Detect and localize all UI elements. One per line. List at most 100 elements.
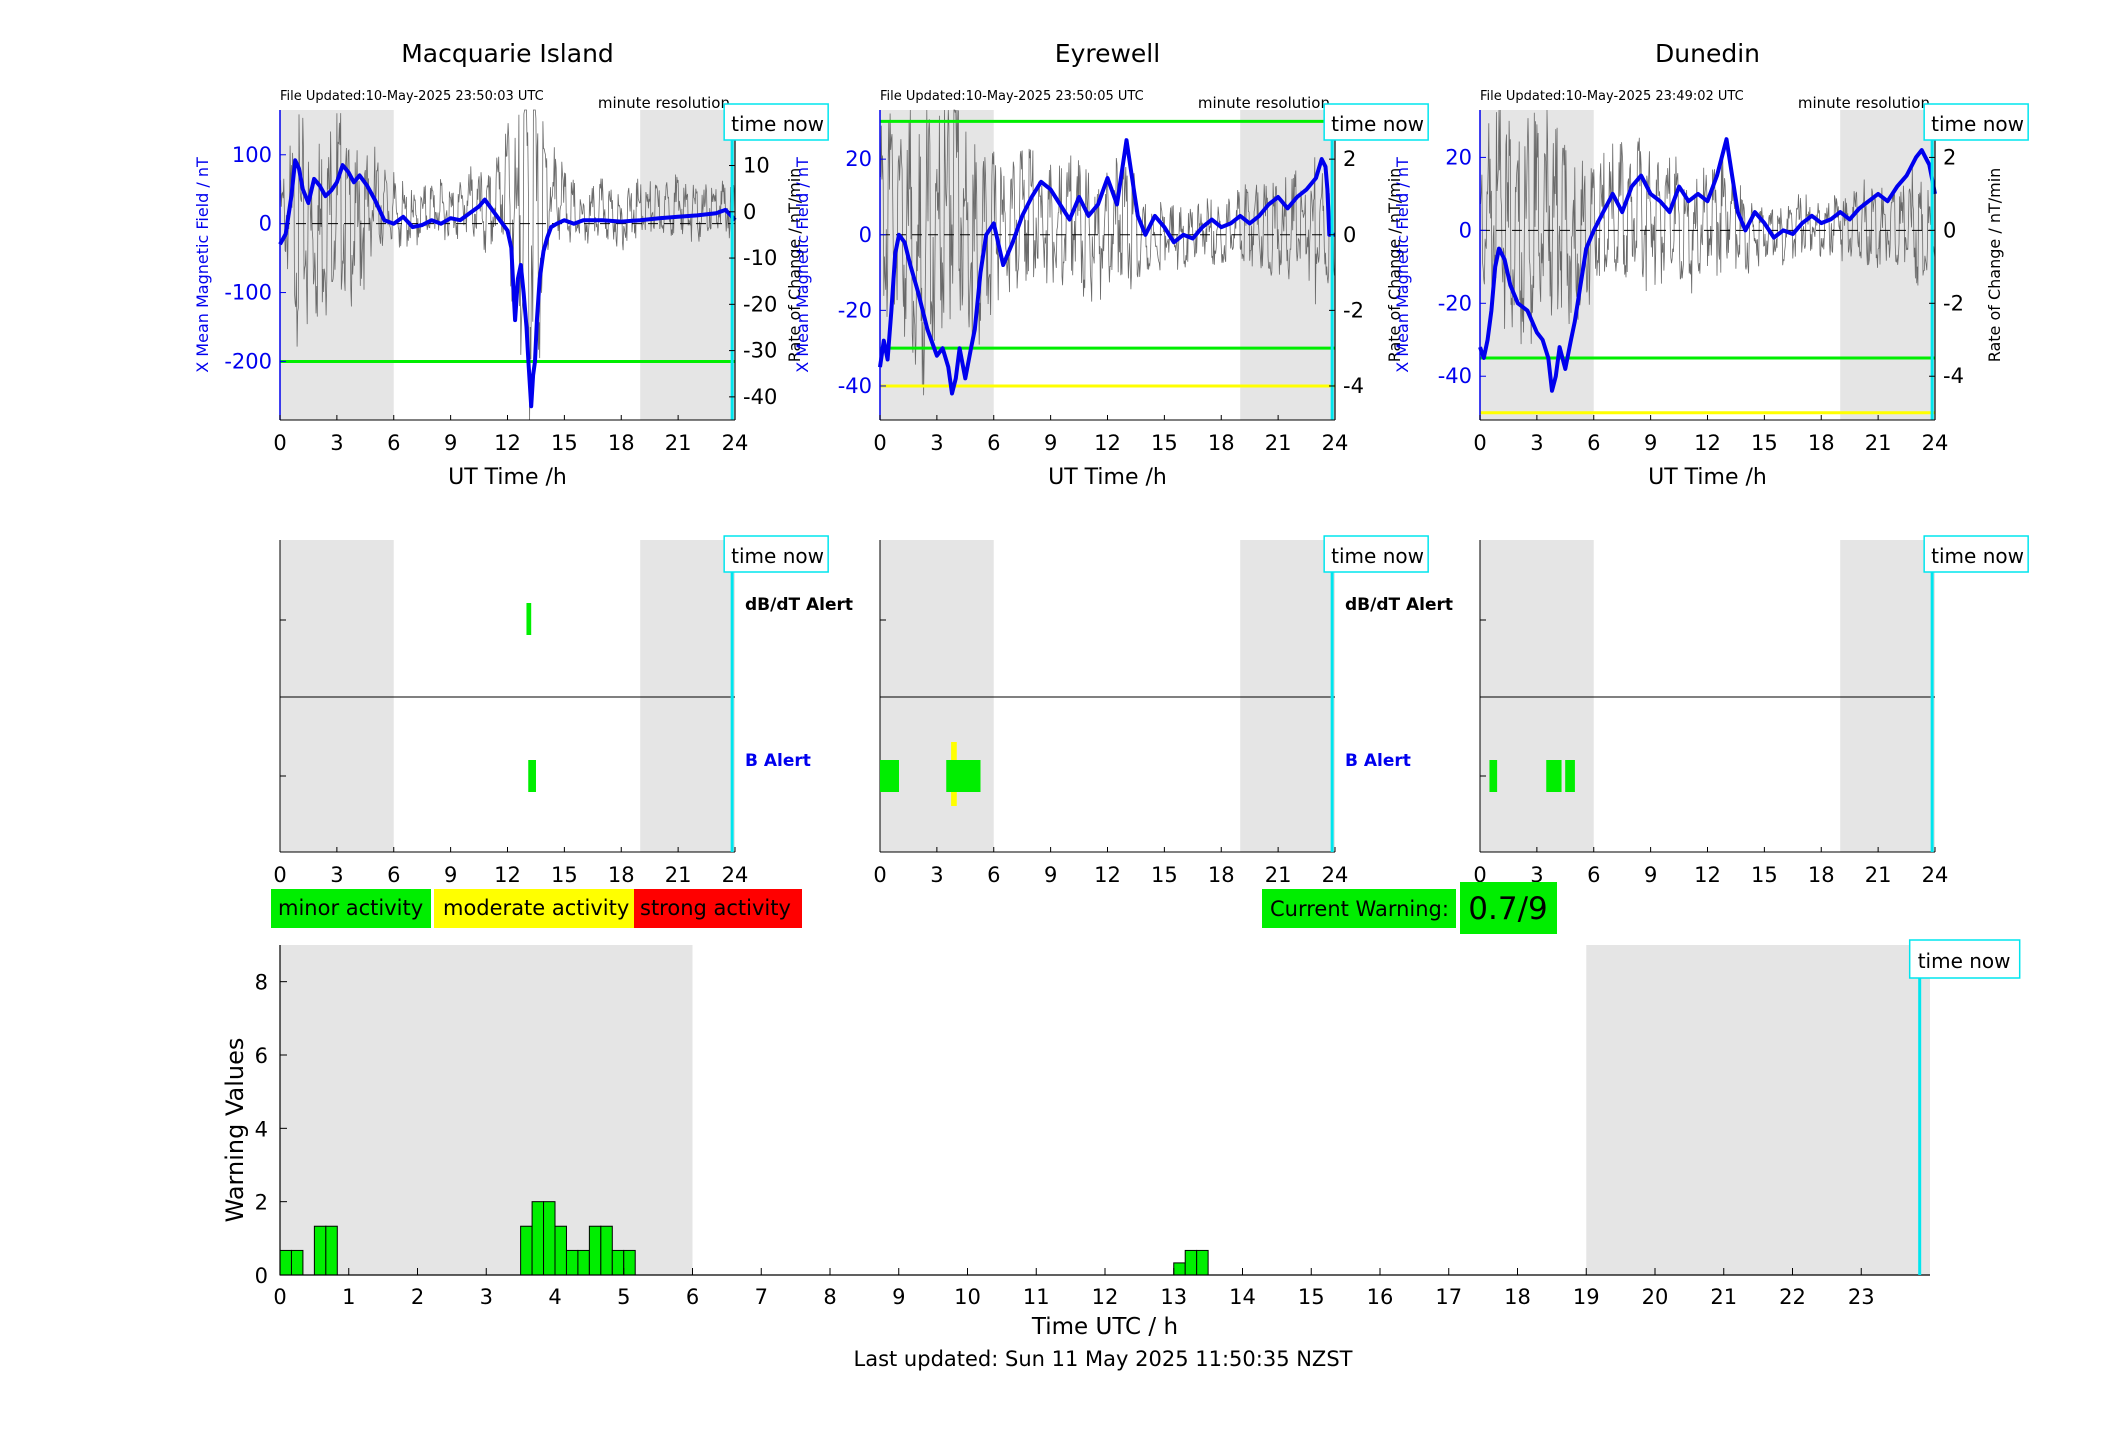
field-y-axis-label: X Mean Magnetic Field / nT	[1393, 157, 1412, 373]
last-updated: Last updated: Sun 11 May 2025 11:50:35 N…	[854, 1347, 1353, 1371]
time-now-label: time now	[1931, 544, 2024, 568]
current-warning-box	[1262, 889, 1456, 928]
station-title: Eyrewell	[1055, 39, 1160, 68]
warning-bar	[1173, 1262, 1186, 1276]
x-tick-label: 15	[551, 431, 578, 455]
warning-bar	[623, 1249, 636, 1276]
x-tick-label: 6	[387, 431, 400, 455]
current-warning-label: Current Warning:	[1270, 897, 1449, 921]
warning-y-tick-label: 6	[255, 1044, 268, 1068]
x-tick-label: 21	[1265, 431, 1292, 455]
warning-x-tick-label: 6	[686, 1285, 699, 1309]
warning-x-tick-label: 15	[1298, 1285, 1325, 1309]
rate-tick-label: 10	[743, 154, 770, 178]
warning-x-tick-label: 4	[548, 1285, 561, 1309]
dbdt-alert-label: dB/dT Alert	[1345, 595, 1453, 615]
x-tick-label: 9	[1044, 431, 1057, 455]
x-tick-label: 12	[1694, 431, 1721, 455]
x-tick-label: 24	[1922, 863, 1949, 887]
warning-x-tick-label: 1	[342, 1285, 355, 1309]
warning-x-tick-label: 18	[1504, 1285, 1531, 1309]
file-updated: File Updated:10-May-2025 23:49:02 UTC	[1480, 89, 1744, 104]
warning-bar	[290, 1249, 304, 1276]
rate-tick-label: -40	[743, 385, 777, 409]
night-shade	[1840, 110, 1935, 420]
warning-bar	[1184, 1249, 1198, 1276]
rate-tick-label: -30	[743, 339, 777, 363]
field-tick-label: -100	[224, 281, 272, 305]
field-tick-label: -40	[1438, 364, 1472, 388]
warning-bar	[577, 1249, 590, 1276]
rate-y-axis-label: Rate of Change / nT/min	[1985, 168, 2004, 363]
b-alert-bar	[528, 760, 536, 792]
x-tick-label: 3	[1530, 431, 1543, 455]
x-tick-label: 0	[273, 431, 286, 455]
x-tick-label: 15	[1751, 863, 1778, 887]
warning-bar	[611, 1249, 625, 1276]
x-tick-label: 15	[551, 863, 578, 887]
warning-bar	[588, 1225, 602, 1276]
warning-y-tick-label: 0	[255, 1264, 268, 1288]
x-tick-label: 12	[1694, 863, 1721, 887]
field-tick-label: 0	[1459, 218, 1472, 242]
x-tick-label: 18	[608, 431, 635, 455]
field-tick-label: 20	[845, 147, 872, 171]
warning-bar	[531, 1201, 545, 1276]
dbdt-alert-label: dB/dT Alert	[745, 595, 853, 615]
b-alert-label: B Alert	[1345, 751, 1411, 771]
x-tick-label: 3	[1530, 863, 1543, 887]
b-alert-bar	[1489, 760, 1498, 792]
x-tick-label: 12	[1094, 431, 1121, 455]
b-alert-label: B Alert	[745, 751, 811, 771]
file-updated: File Updated:10-May-2025 23:50:05 UTC	[880, 89, 1144, 104]
x-tick-label: 0	[873, 863, 886, 887]
field-tick-label: 0	[859, 223, 872, 247]
x-tick-label: 18	[1208, 863, 1235, 887]
time-now-box	[1908, 939, 2021, 979]
strong-legend-label: strong activity	[640, 896, 791, 920]
rate-y-axis-label: Rate of Change / nT/min	[785, 168, 804, 363]
dbdt-alert-bar	[526, 603, 532, 635]
time-now-box	[1323, 103, 1429, 141]
night-shade	[280, 945, 693, 1275]
x-tick-label: 21	[665, 863, 692, 887]
x-tick-label: 15	[1151, 863, 1178, 887]
x-axis-label: UT Time /h	[1048, 465, 1167, 490]
time-now-box	[723, 103, 829, 141]
rate-of-change-line	[279, 109, 736, 421]
warning-bar	[600, 1225, 613, 1276]
file-updated: File Updated:10-May-2025 23:50:03 UTC	[280, 89, 544, 104]
minor-legend-swatch	[271, 889, 431, 928]
warning-bar	[520, 1225, 533, 1276]
x-tick-label: 6	[1587, 431, 1600, 455]
x-tick-label: 24	[722, 431, 749, 455]
x-tick-label: 15	[1751, 431, 1778, 455]
current-warning-value-box	[1460, 882, 1557, 934]
field-line	[278, 158, 737, 409]
field-line	[1478, 137, 1937, 393]
warning-bar	[325, 1225, 338, 1276]
night-shade	[1840, 540, 1935, 852]
x-tick-label: 21	[1865, 863, 1892, 887]
field-tick-label: 20	[1445, 145, 1472, 169]
time-now-box	[723, 535, 829, 573]
x-axis-label: UT Time /h	[448, 465, 567, 490]
time-now-label: time now	[1931, 112, 2024, 136]
time-now-label: time now	[1918, 949, 2011, 973]
x-tick-label: 9	[444, 431, 457, 455]
warning-bar	[313, 1225, 327, 1276]
warning-x-axis-label: Time UTC / h	[1031, 1314, 1178, 1340]
warning-x-tick-label: 11	[1023, 1285, 1050, 1309]
night-shade	[1586, 945, 1930, 1275]
rate-tick-label: 0	[743, 200, 756, 224]
night-shade	[1480, 540, 1594, 852]
x-tick-label: 24	[1322, 431, 1349, 455]
b-alert-bar	[880, 760, 899, 792]
warning-bar	[543, 1201, 556, 1276]
b-alert-bar	[946, 760, 981, 792]
field-tick-label: -200	[224, 349, 272, 373]
x-tick-label: 9	[1644, 863, 1657, 887]
